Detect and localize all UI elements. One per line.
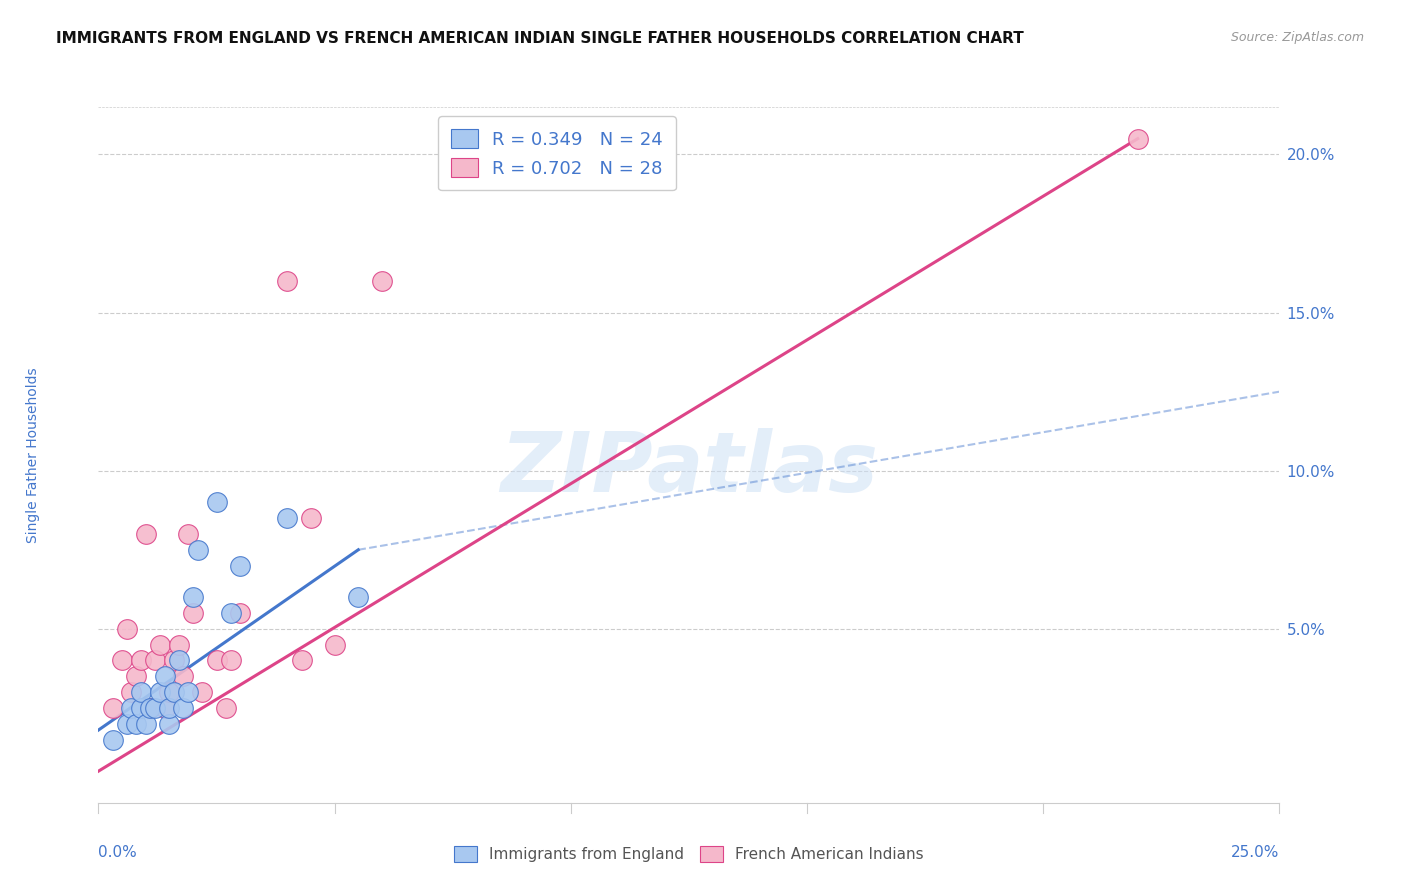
Point — [219, 606, 242, 620]
Point — [139, 701, 162, 715]
Point — [177, 527, 200, 541]
Point — [187, 542, 209, 557]
Point — [121, 701, 143, 715]
Legend: Immigrants from England, French American Indians: Immigrants from England, French American… — [449, 840, 929, 868]
Point — [215, 701, 238, 715]
Point — [290, 653, 312, 667]
Point — [229, 606, 252, 620]
Point — [139, 701, 162, 715]
Point — [163, 653, 186, 667]
Point — [172, 701, 194, 715]
Point — [111, 653, 134, 667]
Text: Single Father Households: Single Father Households — [27, 368, 41, 542]
Point — [177, 685, 200, 699]
Point — [229, 558, 252, 573]
Point — [129, 685, 152, 699]
Point — [172, 669, 194, 683]
Point — [129, 701, 152, 715]
Point — [157, 701, 180, 715]
Text: 25.0%: 25.0% — [1232, 845, 1279, 860]
Point — [125, 716, 148, 731]
Point — [149, 638, 172, 652]
Point — [371, 274, 394, 288]
Point — [167, 638, 190, 652]
Text: Source: ZipAtlas.com: Source: ZipAtlas.com — [1230, 31, 1364, 45]
Point — [205, 653, 228, 667]
Point — [135, 716, 157, 731]
Point — [163, 685, 186, 699]
Point — [157, 716, 180, 731]
Point — [135, 527, 157, 541]
Point — [157, 685, 180, 699]
Point — [1126, 131, 1149, 145]
Point — [276, 274, 298, 288]
Text: 0.0%: 0.0% — [98, 845, 138, 860]
Point — [205, 495, 228, 509]
Point — [115, 622, 138, 636]
Point — [143, 653, 166, 667]
Point — [167, 653, 190, 667]
Point — [125, 669, 148, 683]
Point — [143, 701, 166, 715]
Point — [101, 701, 124, 715]
Point — [181, 591, 204, 605]
Point — [153, 701, 176, 715]
Text: IMMIGRANTS FROM ENGLAND VS FRENCH AMERICAN INDIAN SINGLE FATHER HOUSEHOLDS CORRE: IMMIGRANTS FROM ENGLAND VS FRENCH AMERIC… — [56, 31, 1024, 46]
Point — [101, 732, 124, 747]
Point — [115, 716, 138, 731]
Point — [181, 606, 204, 620]
Point — [191, 685, 214, 699]
Point — [299, 511, 322, 525]
Point — [153, 669, 176, 683]
Point — [323, 638, 346, 652]
Point — [347, 591, 370, 605]
Point — [121, 685, 143, 699]
Point — [149, 685, 172, 699]
Point — [219, 653, 242, 667]
Point — [129, 653, 152, 667]
Point — [276, 511, 298, 525]
Text: ZIPatlas: ZIPatlas — [501, 428, 877, 509]
